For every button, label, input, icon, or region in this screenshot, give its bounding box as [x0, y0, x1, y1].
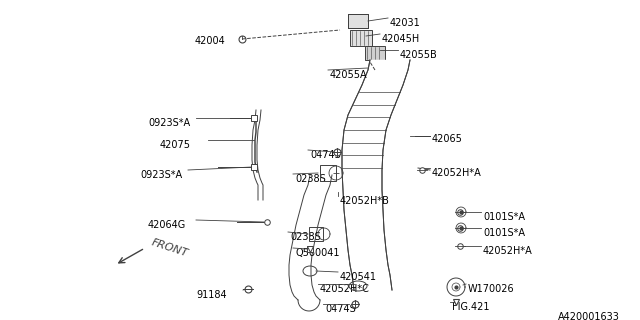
Text: FIG.421: FIG.421	[452, 302, 490, 312]
Text: 42075: 42075	[160, 140, 191, 150]
Text: A420001633: A420001633	[558, 312, 620, 320]
Text: 42052H*B: 42052H*B	[340, 196, 390, 206]
Text: FRONT: FRONT	[150, 237, 189, 259]
Text: 42052H*A: 42052H*A	[432, 168, 482, 178]
Text: 42064G: 42064G	[148, 220, 186, 230]
Text: 42045H: 42045H	[382, 34, 420, 44]
Text: W170026: W170026	[468, 284, 515, 294]
Text: 0474S: 0474S	[310, 150, 340, 160]
Text: 0101S*A: 0101S*A	[483, 228, 525, 238]
Text: 42052H*A: 42052H*A	[483, 246, 532, 256]
Text: 42004: 42004	[195, 36, 226, 46]
Bar	[309, 227, 323, 241]
Text: 42031: 42031	[390, 18, 420, 28]
Text: 0923S*A: 0923S*A	[148, 118, 190, 128]
Text: 91184: 91184	[196, 290, 227, 300]
Bar	[320, 165, 336, 181]
Text: 42065: 42065	[432, 134, 463, 144]
Bar	[350, 30, 372, 46]
Text: 0923S*A: 0923S*A	[140, 170, 182, 180]
Text: 42055B: 42055B	[400, 50, 438, 60]
Bar	[365, 46, 385, 60]
Text: 42052H*C: 42052H*C	[320, 284, 370, 294]
Text: 0101S*A: 0101S*A	[483, 212, 525, 222]
Bar	[348, 14, 368, 28]
Bar	[348, 14, 368, 28]
Text: 0474S: 0474S	[325, 304, 356, 314]
Text: 0238S: 0238S	[295, 174, 326, 184]
Text: 420541: 420541	[340, 272, 377, 282]
Text: 42055A: 42055A	[330, 70, 367, 80]
Text: Q560041: Q560041	[295, 248, 339, 258]
Text: 0238S: 0238S	[290, 232, 321, 242]
